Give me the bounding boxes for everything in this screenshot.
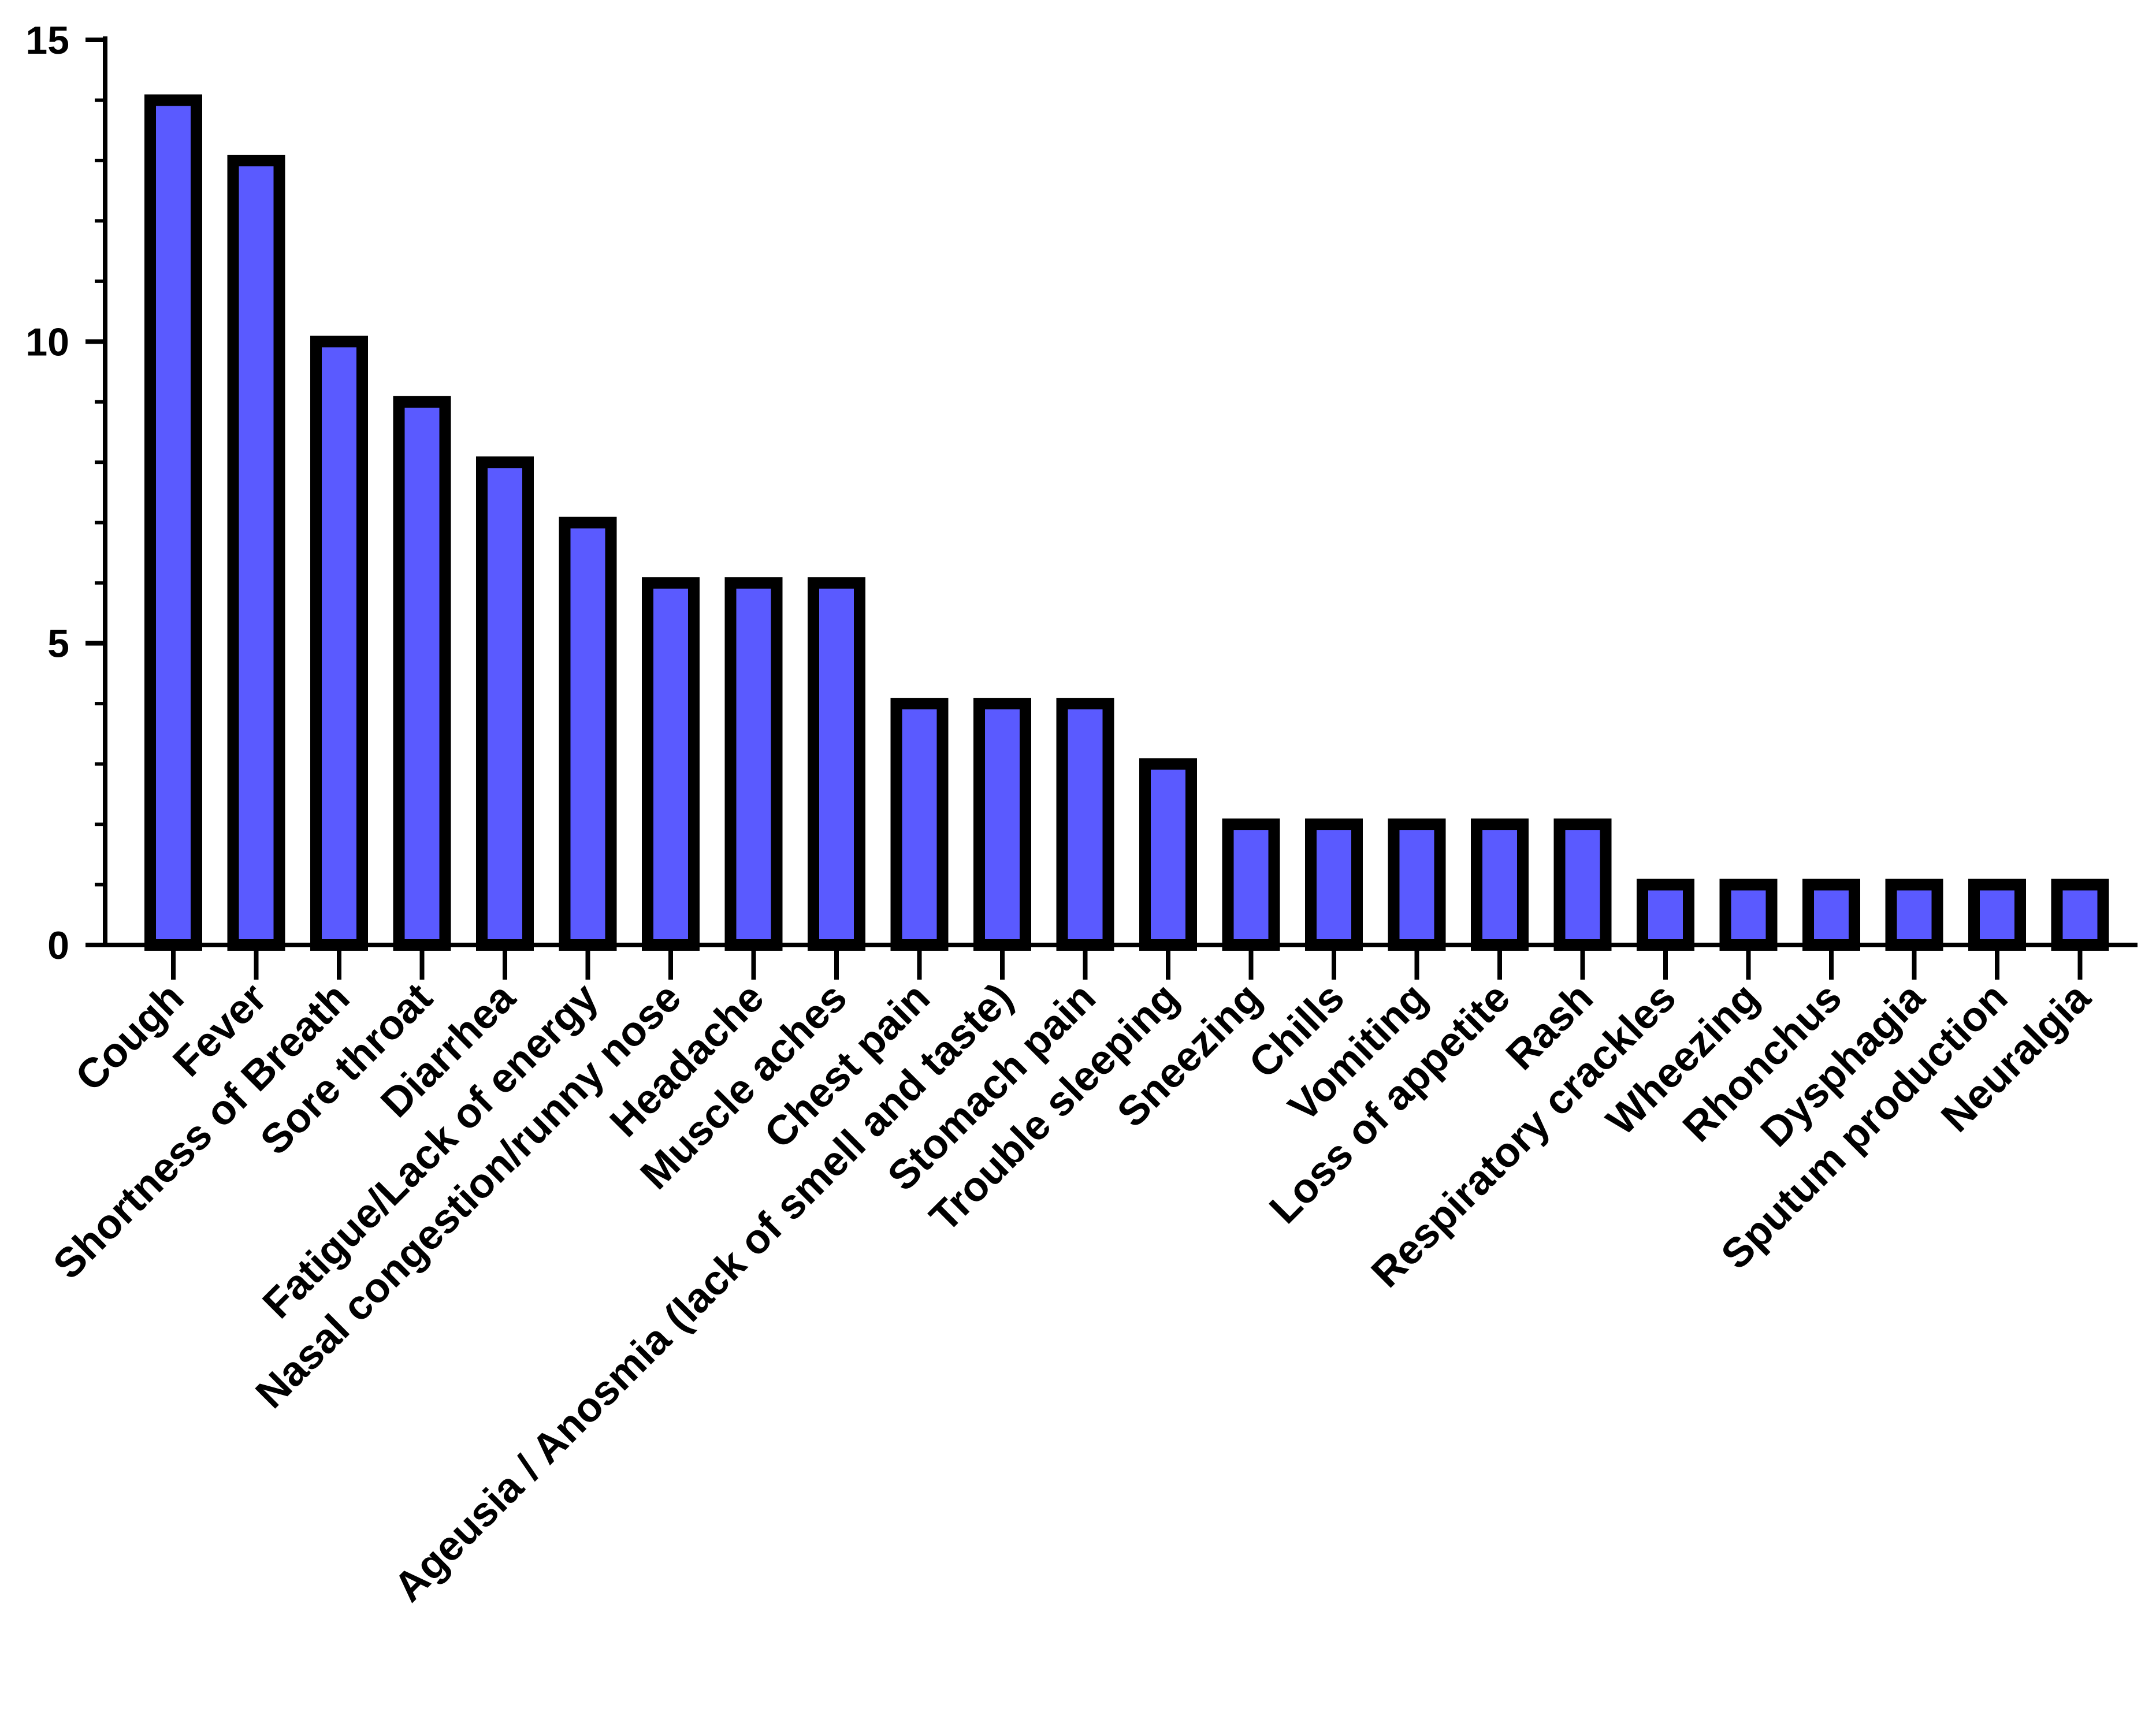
bar-23 [2051,879,2109,951]
bar-12 [1139,758,1197,951]
y-axis: 0 5 10 15 [25,18,107,968]
bar-20 [1802,879,1860,951]
bar-11 [1056,698,1114,951]
bar-21 [1885,879,1943,951]
y-tick-label-10: 10 [25,320,69,364]
bar-6 [642,577,700,951]
bar-15 [1388,818,1446,951]
bar-9 [890,698,949,951]
bar-17 [1553,818,1612,951]
bar-18 [1637,879,1694,951]
bar-14 [1305,818,1363,951]
bar-10 [973,698,1031,951]
bar-7 [724,577,783,951]
bar-13 [1222,818,1280,951]
y-tick-label-15: 15 [25,18,69,62]
x-axis [103,943,2138,980]
bar-0 [144,94,202,951]
bar-19 [1719,879,1778,951]
bar-16 [1471,818,1529,951]
y-tick-label-0: 0 [47,924,69,968]
bar-1 [227,154,285,951]
bar-22 [1968,879,2026,951]
bar-3 [393,396,451,951]
x-tick-label: Cough [67,974,193,1100]
bar-8 [808,577,865,951]
y-tick-label-5: 5 [47,622,69,666]
bar-4 [476,456,534,951]
bar-2 [310,336,368,951]
bar-5 [559,516,617,951]
bars [144,94,2109,951]
